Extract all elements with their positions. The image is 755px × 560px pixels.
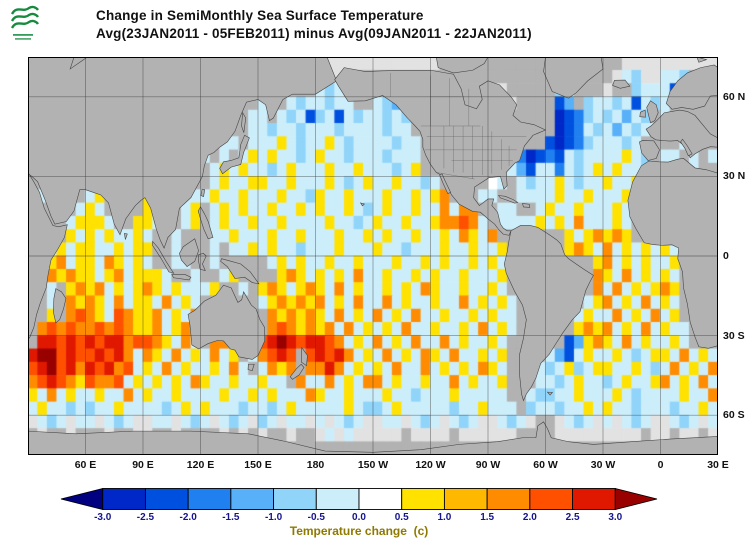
lat-tick-label: 60 S — [723, 409, 745, 422]
lon-tick-label: 150 W — [357, 459, 389, 471]
world-map — [28, 57, 718, 455]
lon-tick-label: 60 W — [533, 459, 558, 471]
colorbar-segment — [572, 488, 616, 510]
colorbar-segment — [486, 488, 531, 510]
landmass-cuba — [499, 196, 518, 204]
landmass-falklands — [547, 392, 552, 395]
colorbar-tick-label: -2.0 — [179, 512, 197, 523]
colorbar-tick-label: 1.0 — [437, 512, 452, 523]
landmass-new-zealand-south — [290, 364, 304, 379]
landmass-australia — [188, 285, 265, 359]
lon-tick-label: 60 E — [74, 459, 97, 471]
colorbar-tick-label: -0.5 — [307, 512, 325, 523]
colorbar-tick-label: 3.0 — [608, 512, 623, 523]
landmass-madagascar — [53, 289, 66, 323]
colorbar-caption: Temperature change (c) — [289, 524, 429, 538]
landmass-sumatra — [153, 241, 174, 273]
lon-tick-label: 120 E — [186, 459, 215, 471]
lon-tick-label: 180 — [306, 459, 325, 471]
landmass-britain — [647, 101, 659, 123]
landmass-new-guinea — [221, 259, 259, 284]
colorbar-segment — [615, 489, 657, 510]
political-borders — [390, 73, 526, 179]
colorbar-segment — [61, 489, 103, 510]
landmass-greenland — [544, 57, 603, 98]
lon-tick-label: 90 W — [475, 459, 501, 471]
lon-tick-label: 90 E — [132, 459, 154, 471]
landmass-sakhalin — [242, 113, 246, 133]
landmass-taiwan — [201, 189, 205, 196]
landmass-iberia — [639, 141, 659, 161]
lat-tick-label: 30 N — [723, 170, 746, 183]
landmass-italy — [681, 139, 693, 155]
colorbar-segment — [230, 488, 275, 510]
colorbar-segment — [358, 488, 403, 510]
colorbar-tick-label: -1.0 — [264, 512, 283, 523]
agency-wave-logo — [10, 5, 39, 40]
lon-tick-label: 30 E — [707, 459, 729, 471]
colorbar-segment — [315, 488, 360, 510]
landmass-iceland — [613, 80, 630, 88]
colorbar-tick-label: -1.5 — [222, 512, 240, 523]
lon-tick-label: 0 — [657, 459, 664, 471]
colorbar-segment — [273, 488, 317, 510]
landmass-borneo — [179, 239, 198, 267]
landmass-new-zealand-north — [301, 348, 307, 366]
landmass-sri-lanka — [124, 233, 127, 239]
colorbar-tick-label: 1.5 — [480, 512, 495, 523]
title-block: Change in SemiMonthly Sea Surface Temper… — [96, 7, 532, 43]
lat-tick-label: 60 N — [723, 90, 746, 103]
landmass-africa-west — [628, 158, 718, 348]
chart-title: Change in SemiMonthly Sea Surface Temper… — [96, 8, 424, 23]
landmass-baja-california — [440, 174, 451, 194]
landmass-south-america — [504, 225, 593, 400]
landmass-hispaniola — [523, 203, 530, 207]
chart-subtitle: Avg(23JAN2011 - 05FEB2011) minus Avg(09J… — [96, 26, 532, 41]
landmass-java — [172, 275, 191, 280]
lon-tick-label: 150 E — [244, 459, 272, 471]
colorbar-tick-label: 2.5 — [565, 512, 580, 523]
landmass-tasmania — [248, 364, 254, 370]
landmass-europe — [646, 110, 718, 158]
graticule-grid — [28, 57, 718, 455]
landmass-north-america — [335, 68, 546, 236]
colorbar-segment — [144, 488, 189, 510]
landmass-scandinavia — [666, 65, 718, 109]
landmass-philippines — [198, 207, 213, 239]
landmass-svalbard — [697, 57, 707, 62]
colorbar-segment — [401, 488, 445, 510]
colorbar-segment — [529, 488, 574, 510]
landmass-eurasia — [28, 57, 337, 248]
landmass-japan — [220, 135, 250, 173]
landmass-hawaii — [361, 203, 365, 206]
colorbar-tick-label: -2.5 — [136, 512, 155, 523]
colorbar-segment — [102, 488, 146, 510]
lon-tick-label: 120 W — [415, 459, 446, 471]
colorbar-tick-label: -3.0 — [94, 512, 112, 523]
colorbar-legend — [60, 488, 658, 510]
colorbar-segment — [187, 488, 232, 510]
lon-tick-label: 30 W — [590, 459, 616, 471]
landmass-ireland — [640, 110, 646, 117]
colorbar-tick-label: 2.0 — [522, 512, 537, 523]
lat-tick-label: 30 S — [723, 329, 745, 342]
colorbar-tick-label: 0.0 — [352, 512, 366, 523]
colorbar-segment — [443, 488, 488, 510]
colorbar-tick-label: 0.5 — [394, 512, 409, 523]
lat-tick-label: 0 — [723, 250, 729, 262]
